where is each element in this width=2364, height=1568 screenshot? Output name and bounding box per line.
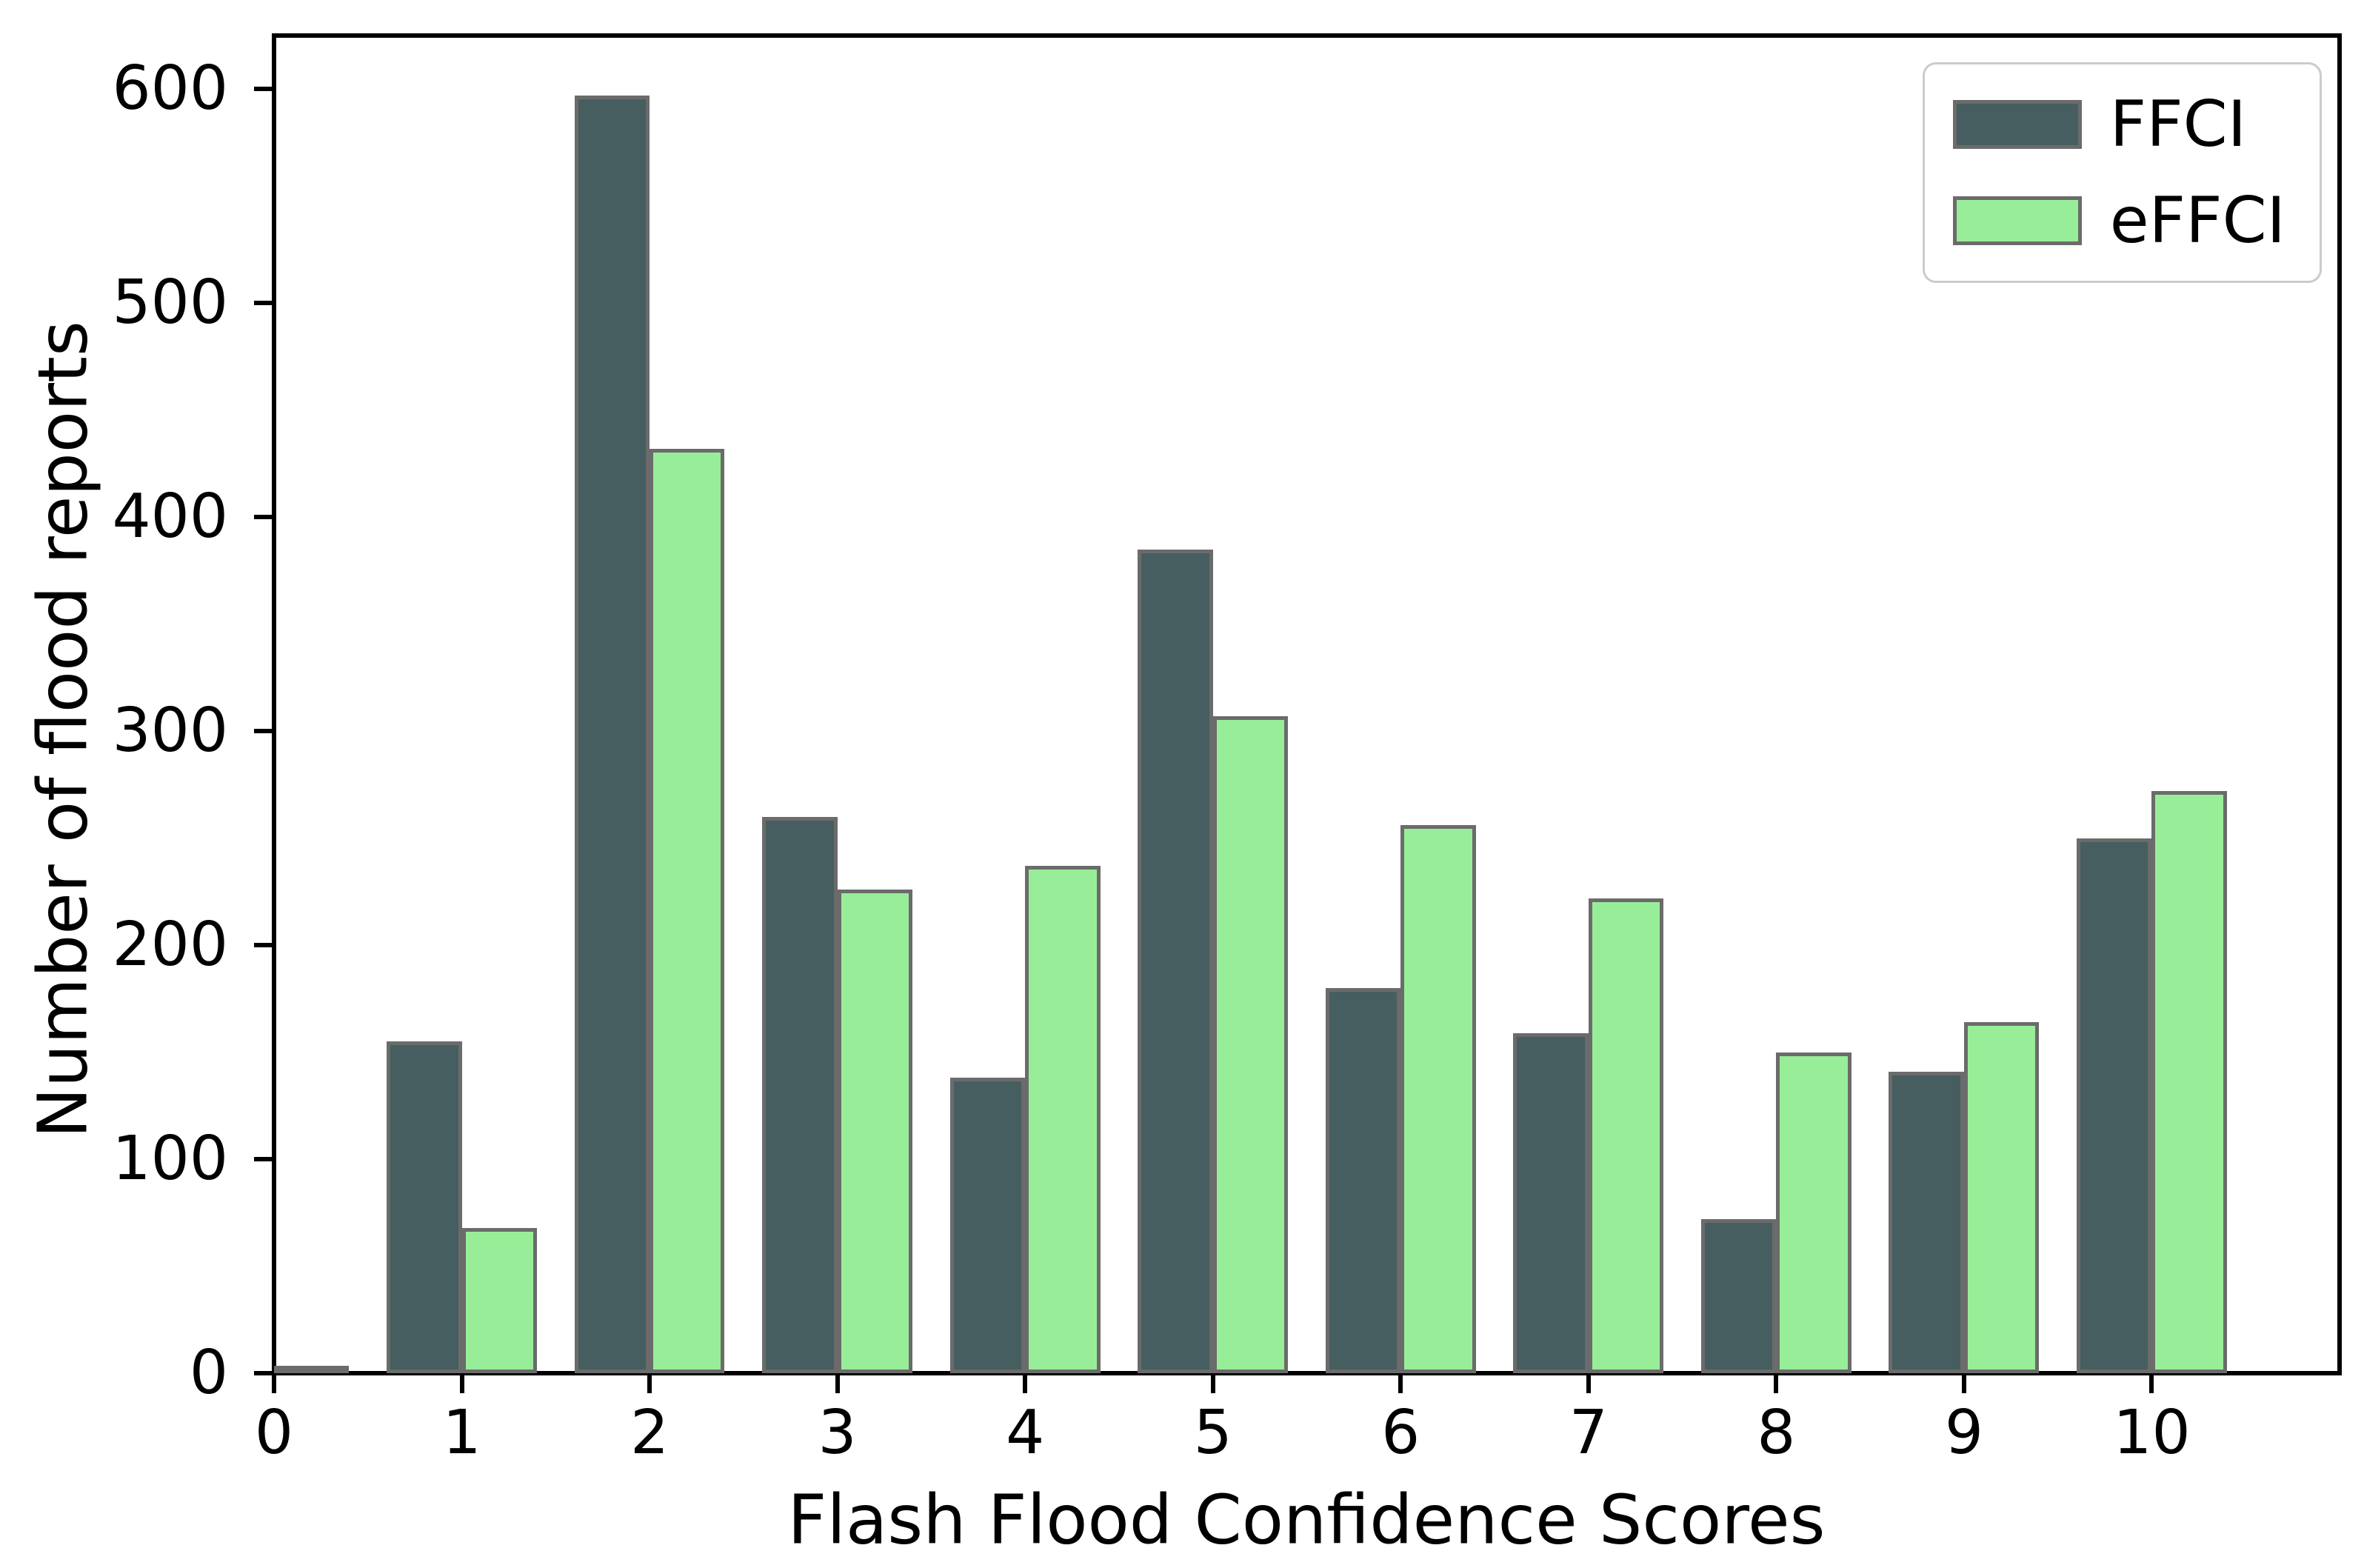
x-tick-0: [272, 1375, 276, 1393]
x-tick-6: [1398, 1375, 1403, 1393]
bar-effci-9: [1963, 1022, 2040, 1373]
x-tick-5: [1210, 1375, 1215, 1393]
bar-ffci-4: [949, 1078, 1026, 1373]
x-tick-label-0: 0: [254, 1398, 294, 1468]
y-tick-300: [254, 729, 272, 734]
x-tick-label-7: 7: [1569, 1398, 1608, 1468]
bar-effci-4: [1025, 866, 1101, 1373]
bar-effci-1: [461, 1228, 537, 1373]
y-tick-label-200: 200: [112, 910, 228, 981]
bar-ffci-10: [2077, 838, 2152, 1373]
bar-ffci-3: [762, 817, 838, 1373]
bar-ffci-9: [1889, 1072, 1964, 1373]
y-tick-label-300: 300: [112, 695, 228, 767]
y-tick-label-500: 500: [112, 267, 228, 338]
bar-ffci-5: [1138, 550, 1213, 1373]
bar-effci-8: [1776, 1052, 1852, 1373]
bar-effci-3: [837, 890, 913, 1373]
legend-label-ffci: FFCI: [2109, 87, 2247, 161]
y-tick-0: [254, 1371, 272, 1375]
y-tick-500: [254, 301, 272, 306]
bar-ffci-2: [574, 96, 650, 1373]
legend-swatch-effci: [1952, 196, 2082, 245]
right-spine: [2337, 33, 2342, 1375]
x-tick-1: [459, 1375, 464, 1393]
plot-area: 0 100 200 300 400 500 600 0 1 2 3 4 5 6 7 8 9 10 FFCI eF…: [112, 33, 2342, 1464]
y-tick-100: [254, 1157, 272, 1162]
x-tick-label-10: 10: [2113, 1398, 2191, 1468]
x-tick-4: [1023, 1375, 1028, 1393]
y-tick-label-400: 400: [112, 481, 228, 553]
y-tick-label-600: 600: [112, 53, 228, 124]
bar-effci-2: [650, 449, 725, 1373]
x-axis-spine: [272, 1371, 2342, 1375]
bar-effci-0: [274, 1366, 350, 1373]
top-spine: [272, 33, 2342, 38]
bar-effci-6: [1400, 825, 1476, 1373]
x-tick-7: [1586, 1375, 1591, 1393]
x-tick-label-9: 9: [1944, 1398, 1983, 1468]
x-tick-8: [1774, 1375, 1779, 1393]
x-tick-label-1: 1: [442, 1398, 481, 1468]
x-tick-10: [2149, 1375, 2154, 1393]
legend-item-effci: eFFCI: [1952, 184, 2285, 258]
x-axis-title: Flash Flood Confidence Scores: [787, 1480, 1826, 1560]
bar-ffci-1: [387, 1041, 462, 1373]
bar-ffci-7: [1513, 1033, 1589, 1373]
y-axis-spine: [272, 33, 276, 1375]
legend-label-effci: eFFCI: [2109, 184, 2285, 258]
y-tick-label-100: 100: [112, 1124, 228, 1195]
x-tick-label-4: 4: [1006, 1398, 1045, 1468]
bar-ffci-6: [1325, 988, 1401, 1373]
y-tick-400: [254, 515, 272, 520]
bar-effci-10: [2151, 791, 2227, 1373]
x-tick-3: [835, 1375, 840, 1393]
x-tick-label-5: 5: [1193, 1398, 1232, 1468]
bar-ffci-8: [1700, 1219, 1777, 1373]
bar-effci-5: [1212, 716, 1289, 1373]
x-tick-2: [647, 1375, 652, 1393]
legend-swatch-ffci: [1952, 100, 2082, 149]
y-tick-600: [254, 87, 272, 92]
y-tick-label-0: 0: [189, 1338, 228, 1408]
x-tick-9: [1961, 1375, 1966, 1393]
x-tick-label-2: 2: [630, 1398, 670, 1468]
bar-effci-7: [1588, 898, 1664, 1373]
x-tick-label-3: 3: [818, 1398, 857, 1468]
x-tick-label-8: 8: [1757, 1398, 1796, 1468]
y-axis-title: Number of flood reports: [23, 321, 103, 1138]
legend: FFCI eFFCI: [1922, 62, 2322, 283]
legend-item-ffci: FFCI: [1952, 87, 2285, 161]
y-tick-200: [254, 943, 272, 948]
x-tick-label-6: 6: [1381, 1398, 1420, 1468]
